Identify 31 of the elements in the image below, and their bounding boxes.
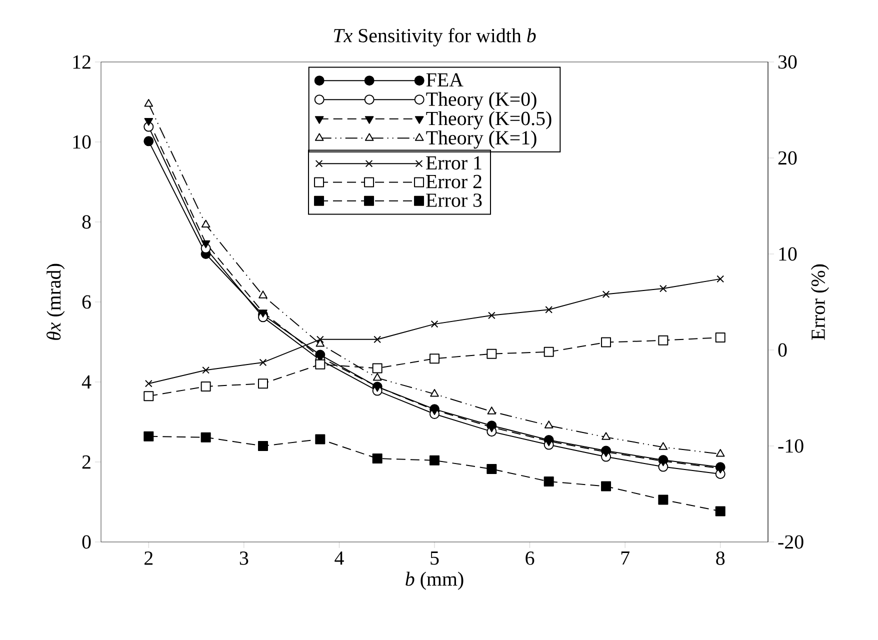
y2-tick-label: 10 — [779, 247, 797, 261]
x-tick-label: 2 — [144, 552, 153, 565]
y2-tick-label: -20 — [778, 535, 804, 549]
y-tick-label: 2 — [82, 455, 90, 469]
y-tick-label: 8 — [82, 215, 91, 229]
legend-label: Theory (K=0.5) — [426, 111, 552, 130]
y2-axis-title: Error (%) — [810, 264, 829, 340]
y2-tick-label: -10 — [778, 439, 804, 453]
legend-label: Error 3 — [426, 194, 482, 207]
y-tick-label: 12 — [73, 55, 90, 69]
chart-title: Tx Sensitivity for width b — [334, 28, 536, 46]
legend-label: Theory (K=1) — [426, 130, 536, 149]
y-tick-label: 10 — [73, 135, 91, 149]
y2-tick-label: 30 — [778, 55, 797, 69]
x-tick-label: 5 — [430, 552, 439, 565]
x-tick-label: 8 — [716, 552, 725, 565]
x-axis-title: b (mm) — [406, 572, 464, 590]
legend-label: Error 2 — [426, 174, 482, 188]
x-tick-label: 6 — [526, 552, 534, 565]
y2-tick-label: 20 — [778, 151, 797, 165]
y-tick-label: 6 — [82, 295, 91, 309]
legend-label: FEA — [426, 73, 464, 86]
y-tick-label: 4 — [82, 375, 92, 389]
legend-label: Theory (K=0) — [426, 92, 536, 110]
x-tick-label: 4 — [334, 552, 344, 565]
y-axis-title: θx (mrad) — [46, 264, 65, 340]
y-tick-label: 0 — [82, 535, 91, 549]
x-tick-label: 3 — [240, 552, 248, 565]
x-tick-label: 7 — [621, 552, 630, 565]
legend-label: Error 1 — [426, 156, 482, 170]
y2-tick-label: 0 — [778, 343, 787, 357]
